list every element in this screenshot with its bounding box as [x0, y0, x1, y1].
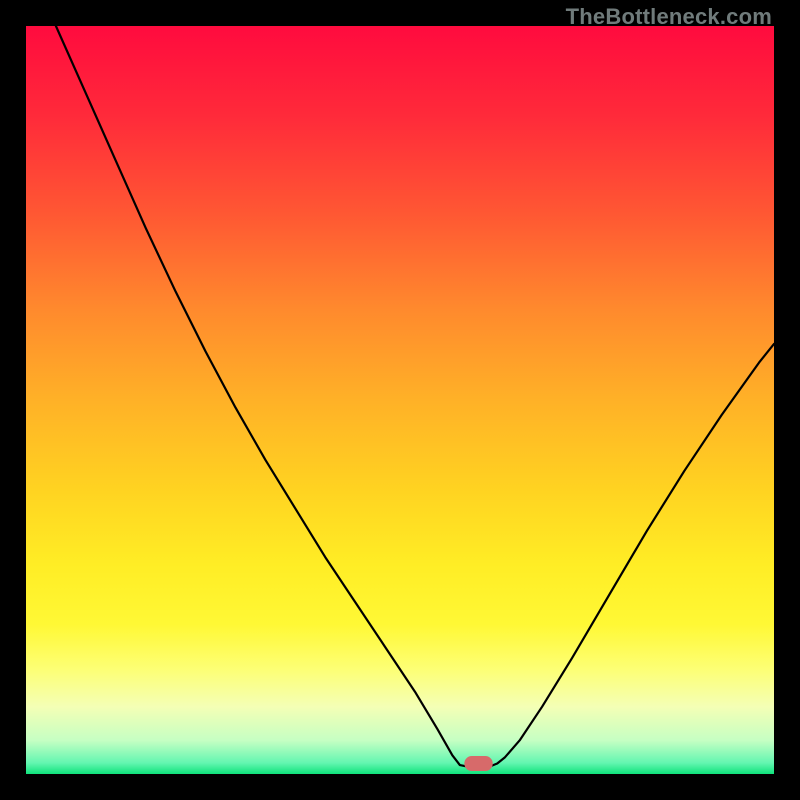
chart-plot-area	[26, 26, 774, 774]
bottleneck-chart	[26, 26, 774, 774]
watermark-text: TheBottleneck.com	[566, 4, 772, 30]
gradient-background	[26, 26, 774, 774]
min-marker	[464, 756, 492, 771]
